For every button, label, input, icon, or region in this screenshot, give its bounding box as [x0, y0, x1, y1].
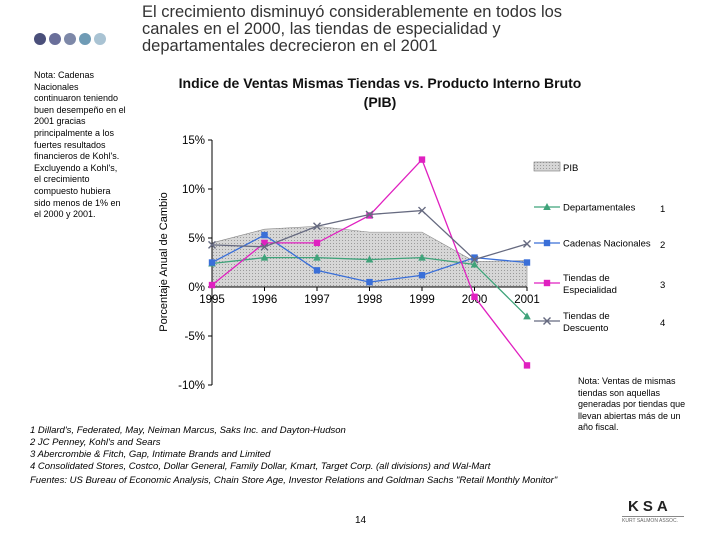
- y-tick-label: 5%: [188, 233, 205, 245]
- legend-number-4: 4: [660, 318, 665, 329]
- chart-title-line-2: (PIB): [363, 94, 397, 110]
- series-2-point: [523, 259, 531, 266]
- y-tick-label: -5%: [185, 331, 205, 343]
- decorative-dots: [34, 33, 106, 45]
- series-1-point: [365, 255, 374, 263]
- series-4-point-b: [418, 206, 426, 215]
- legend-label-3: Especialidad: [563, 285, 617, 296]
- series-2-point: [208, 259, 216, 266]
- series-3-point: [418, 156, 426, 163]
- y-tick-label: 0%: [188, 282, 205, 294]
- series-3-point: [261, 239, 268, 247]
- sources: Fuentes: US Bureau of Economic Analysis,…: [30, 475, 558, 486]
- y-tick-label: -10%: [178, 380, 205, 392]
- dot-5: [94, 33, 106, 45]
- series-1-point: [260, 253, 269, 261]
- legend-label-4: Tiendas de: [563, 311, 610, 322]
- footnote-2: 2 JC Penney, Kohl's and Sears: [30, 437, 161, 448]
- legend-number-1: 1: [660, 204, 665, 215]
- footnote-3: 3 Abercrombie & Fitch, Gap, Intimate Bra…: [30, 449, 271, 460]
- series-2-point: [313, 267, 321, 274]
- x-tick-label: 1997: [304, 294, 330, 306]
- series-4-point-b: [313, 222, 321, 231]
- legend-marker-1: [543, 203, 551, 210]
- side-note: Nota: Cadenas Nacionales continuaron ten…: [34, 70, 126, 220]
- series-2-point: [261, 231, 268, 239]
- series-3-point: [523, 362, 531, 369]
- series-3-point: [471, 293, 478, 300]
- series-4-point: [365, 210, 374, 219]
- legend-label-1: Departamentales: [563, 203, 636, 214]
- legend-marker-4-b: [543, 317, 551, 325]
- logo-subtitle: KURT SALMON ASSOC.: [622, 518, 678, 524]
- y-axis-label: Porcentaje Anual de Cambio: [158, 192, 170, 331]
- dot-4: [79, 33, 91, 45]
- dot-1: [34, 33, 46, 45]
- legend-label-4: Descuento: [563, 323, 608, 334]
- series-4-point-b: [523, 239, 531, 248]
- slide-title-line-2: canales en el 2000, las tiendas de espec…: [142, 20, 501, 38]
- footnotes: 1 Dillard's, Federated, May, Neiman Marc…: [30, 425, 490, 473]
- footnote-1: 1 Dillard's, Federated, May, Neiman Marc…: [30, 425, 346, 436]
- series-4-point: [523, 239, 531, 248]
- series-4-point: [208, 240, 216, 249]
- series-1-point: [470, 260, 479, 268]
- x-tick-label: 1998: [357, 294, 383, 306]
- series-4-point-b: [365, 210, 374, 219]
- chart-title: Indice de Ventas Mismas Tiendas vs. Prod…: [150, 74, 610, 112]
- series-4-point-b: [260, 242, 269, 251]
- x-tick-label: 1999: [409, 294, 435, 306]
- dot-3: [64, 33, 76, 45]
- footnote-4: 4 Consolidated Stores, Costco, Dollar Ge…: [30, 461, 491, 472]
- slide-title-line-3: departamentales decrecieron en el 2001: [142, 37, 438, 55]
- series-1-point: [313, 253, 321, 261]
- legend-pib-label: PIB: [563, 163, 578, 174]
- x-tick-label: 1996: [252, 294, 278, 306]
- ksa-logo: KSA: [628, 498, 672, 515]
- series-1-point: [418, 253, 426, 261]
- legend-marker-2: [543, 239, 551, 247]
- series-3-point: [208, 281, 216, 289]
- chart-title-line-1: Indice de Ventas Mismas Tiendas vs. Prod…: [178, 75, 582, 91]
- series-4-point: [418, 206, 426, 215]
- series-4-point-b: [208, 240, 216, 249]
- y-tick-label: 10%: [182, 184, 205, 196]
- series-2-point: [366, 278, 373, 286]
- legend-label-3: Tiendas de: [563, 273, 610, 284]
- series-2-point: [471, 254, 478, 261]
- page-number: 14: [355, 515, 367, 526]
- series-3-point: [313, 239, 321, 247]
- x-tick-label: 2001: [514, 294, 540, 306]
- dot-2: [49, 33, 61, 45]
- right-note: Nota: Ventas de mismas tiendas son aquel…: [578, 376, 686, 432]
- legend-marker-3: [543, 279, 551, 287]
- logo-divider: [622, 516, 684, 517]
- series-2-point: [418, 272, 426, 279]
- series-4-point: [470, 255, 479, 264]
- slide-title-line-1: El crecimiento disminuyó considerablemen…: [142, 3, 563, 21]
- legend-marker-4: [543, 317, 551, 325]
- series-4-point: [260, 242, 269, 251]
- legend-number-2: 2: [660, 240, 665, 251]
- x-tick-label: 1995: [199, 294, 225, 306]
- legend-label-2: Cadenas Nacionales: [563, 239, 651, 250]
- y-tick-label: 15%: [182, 135, 205, 147]
- legend-pib-swatch: [533, 161, 561, 172]
- series-4-point-b: [470, 255, 479, 264]
- legend-number-3: 3: [660, 280, 665, 291]
- series-4-point: [313, 222, 321, 231]
- series-1-point: [523, 312, 531, 320]
- slide-title: El crecimiento disminuyó considerablemen…: [142, 4, 702, 55]
